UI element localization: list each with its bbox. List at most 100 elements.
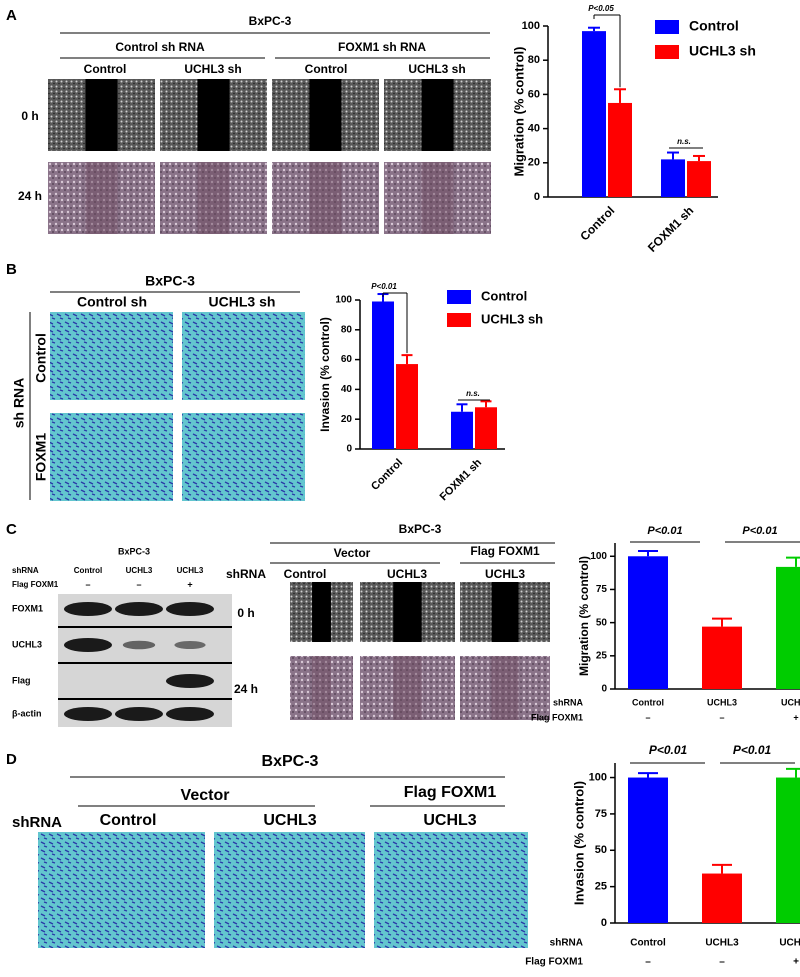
label: B <box>6 261 17 278</box>
label: UCHL3 <box>263 812 316 829</box>
bar <box>475 407 497 449</box>
blot-band <box>64 602 112 616</box>
label: UCHL3 <box>126 566 153 575</box>
label: C <box>6 521 17 538</box>
y-tick-label: 100 <box>590 551 607 562</box>
label: shRNA <box>12 814 62 831</box>
flag-label: – <box>719 957 725 968</box>
blot-band <box>64 707 112 721</box>
wound-gap <box>309 79 342 151</box>
legend-swatch <box>447 290 471 304</box>
bar <box>661 159 685 197</box>
label: 24 h <box>18 189 42 203</box>
bar <box>776 566 800 689</box>
y-tick-label: 50 <box>595 844 607 856</box>
wound-gap <box>491 656 519 720</box>
x-tick-label: UCHL3 <box>781 697 800 707</box>
annotation: P<0.01 <box>647 525 682 537</box>
bar <box>372 301 394 449</box>
legend-swatch <box>655 45 679 59</box>
label: UCHL3 sh <box>184 62 241 76</box>
wound-gap <box>393 656 422 720</box>
label: FOXM1 <box>12 603 43 613</box>
row-label: Flag FOXM1 <box>525 957 583 968</box>
x-tick-label: FOXM1 sh <box>645 203 696 254</box>
micrograph <box>374 832 528 948</box>
flag-label: – <box>645 957 651 968</box>
label: β-actin <box>12 708 42 718</box>
flag-label: – <box>719 712 724 722</box>
bar <box>628 777 668 923</box>
y-tick-label: 75 <box>595 808 607 820</box>
y-tick-label: 100 <box>335 295 352 306</box>
y-tick-label: 80 <box>341 324 353 335</box>
wound-gap <box>312 656 331 720</box>
bar <box>582 31 606 197</box>
y-tick-label: 40 <box>528 123 540 135</box>
y-tick-label: 0 <box>601 917 607 929</box>
label: Flag FOXM1 <box>12 580 59 589</box>
annotation: n.s. <box>466 389 480 398</box>
label: BxPC-3 <box>249 14 292 28</box>
blot-band <box>166 674 214 688</box>
y-tick-label: 0 <box>534 191 540 203</box>
label: D <box>6 751 17 768</box>
wound-gap <box>197 162 230 234</box>
label: + <box>187 579 192 589</box>
annotation: n.s. <box>677 137 691 146</box>
row-label: shRNA <box>553 697 584 707</box>
y-tick-label: 100 <box>589 771 607 783</box>
bar <box>451 411 473 449</box>
y-tick-label: 50 <box>596 617 608 628</box>
label: Control <box>84 62 127 76</box>
bar <box>396 364 418 449</box>
wound-gap <box>491 582 519 642</box>
blot-band <box>166 707 214 721</box>
blot <box>58 594 232 727</box>
label: UCHL3 sh <box>209 294 276 310</box>
legend-label: UCHL3 sh <box>481 311 543 326</box>
wound-gap <box>85 162 118 234</box>
bar <box>608 102 632 197</box>
micrograph <box>182 312 305 400</box>
row-label: Flag FOXM1 <box>531 712 583 722</box>
wound-gap <box>309 162 342 234</box>
bar <box>702 626 742 689</box>
label: Vector <box>334 546 371 560</box>
y-axis-label: Migration (% control) <box>577 556 591 676</box>
label: FOXM1 sh RNA <box>338 40 426 54</box>
label: UCHL3 <box>423 812 476 829</box>
y-tick-label: 25 <box>596 650 608 661</box>
y-tick-label: 40 <box>341 384 353 395</box>
y-tick-label: 25 <box>595 881 607 893</box>
label: Flag FOXM1 <box>470 544 540 558</box>
label: Control <box>33 333 49 383</box>
blot-band <box>166 602 214 616</box>
label: Flag <box>12 675 31 685</box>
y-tick-label: 0 <box>346 444 352 455</box>
x-tick-label: UCHL3 <box>779 938 800 949</box>
bar <box>702 873 742 923</box>
label: Control <box>74 566 102 575</box>
y-tick-label: 100 <box>522 20 540 32</box>
blot-band <box>115 707 163 721</box>
label: FOXM1 <box>33 433 49 481</box>
annotation: P<0.01 <box>649 743 688 757</box>
micrograph <box>50 413 173 501</box>
label: UCHL3 <box>387 567 427 581</box>
label: sh RNA <box>11 378 27 429</box>
bar <box>776 777 800 923</box>
y-tick-label: 20 <box>341 414 353 425</box>
label: Control <box>284 567 327 581</box>
label: 0 h <box>237 606 254 620</box>
label: Control <box>305 62 348 76</box>
legend-label: Control <box>689 18 739 34</box>
x-tick-label: FOXM1 sh <box>438 457 485 504</box>
label: Control sh <box>77 294 147 310</box>
legend-swatch <box>447 313 471 327</box>
y-tick-label: 60 <box>341 354 353 365</box>
label: Control sh RNA <box>115 40 205 54</box>
micrograph <box>214 832 365 948</box>
micrograph <box>38 832 205 948</box>
